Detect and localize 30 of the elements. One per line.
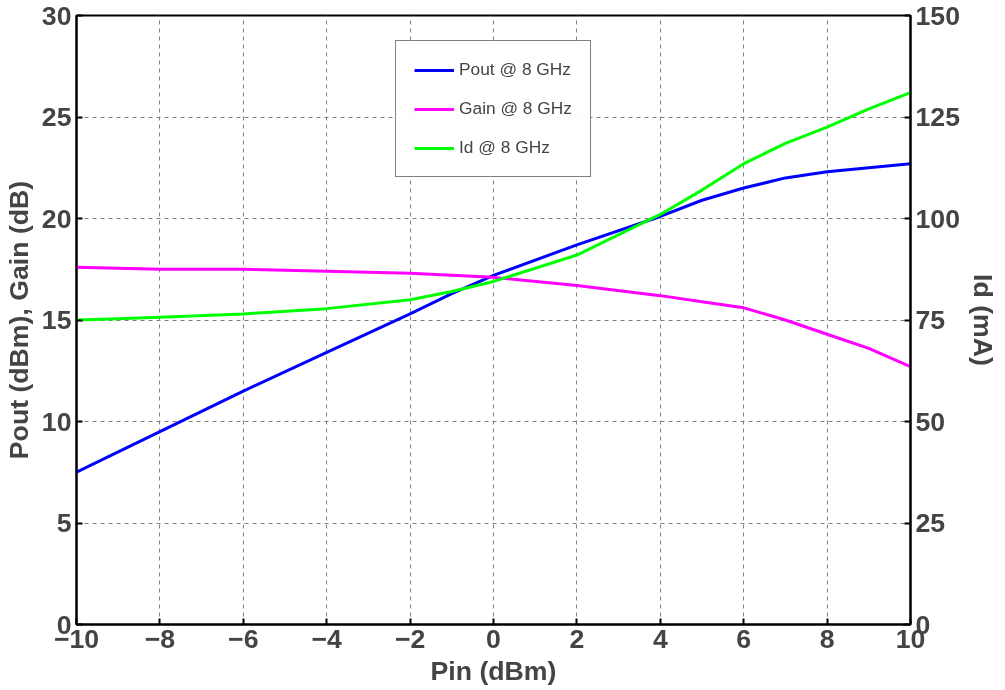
x-tick-label: −8	[144, 623, 176, 654]
x-tick-label: −6	[228, 623, 259, 654]
y-tick-label: 30	[41, 0, 72, 31]
y-tick-label: 15	[41, 305, 72, 335]
x-tick-label: 8	[819, 623, 835, 654]
x-tick-label: −2	[394, 623, 426, 654]
x-tick-label: 2	[569, 623, 585, 654]
x-tick-label: 6	[736, 623, 752, 654]
legend-label: Pout @ 8 GHz	[459, 59, 572, 80]
y2-tick-label: 75	[915, 305, 946, 335]
x-tick-label: 4	[652, 623, 668, 654]
legend-label: Id @ 8 GHz	[459, 137, 550, 158]
line-series	[76, 265, 911, 369]
legend-label: Gain @ 8 GHz	[459, 98, 572, 119]
y-tick-label: 25	[41, 102, 72, 132]
line-series	[76, 91, 911, 322]
y2-tick-label: 25	[915, 508, 946, 538]
y2-tick-label: 50	[915, 406, 946, 437]
x-tick-label: 0	[486, 623, 501, 654]
line-series	[76, 162, 911, 474]
y-tick-label: 10	[41, 406, 72, 437]
y2-tick-label: 125	[915, 102, 961, 132]
x-axis-title: Pin (dBm)	[430, 655, 557, 686]
y-tick-label: 5	[56, 508, 72, 538]
y-axis-title: Pout (dBm), Gain (dB)	[3, 180, 34, 460]
y2-tick-label: 100	[915, 203, 960, 234]
y2-axis-title: Id (mA)	[967, 274, 998, 366]
x-tick-label: −4	[311, 623, 343, 654]
y-tick-label: 20	[41, 203, 72, 234]
y2-tick-label: 150	[915, 0, 960, 31]
